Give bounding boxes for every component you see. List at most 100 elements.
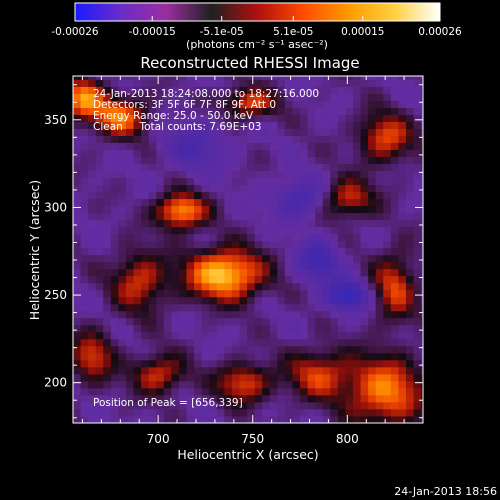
heatmap-cell (383, 317, 392, 326)
heatmap-cell (209, 212, 218, 221)
heatmap-cell (171, 205, 180, 214)
heatmap-cell (163, 310, 172, 319)
heatmap-cell (110, 338, 119, 347)
heatmap-cell (209, 163, 218, 172)
heatmap-cell (277, 324, 286, 333)
heatmap-cell (254, 359, 263, 368)
heatmap-cell (178, 380, 187, 389)
heatmap-cell (262, 303, 271, 312)
heatmap-cell (315, 114, 324, 122)
heatmap-cell (383, 387, 392, 396)
heatmap-cell (247, 170, 256, 179)
heatmap-cell (413, 310, 422, 319)
heatmap-cell (88, 93, 97, 101)
heatmap-cell (148, 338, 157, 347)
heatmap-cell (73, 177, 81, 186)
heatmap-cell (125, 338, 134, 347)
heatmap-cell (421, 121, 423, 129)
heatmap-cell (300, 191, 308, 200)
heatmap-cell (300, 177, 308, 186)
heatmap-cell (284, 268, 293, 277)
heatmap-cell (322, 345, 331, 354)
heatmap-cell (239, 107, 248, 115)
heatmap-cell (171, 212, 180, 221)
heatmap-cell (103, 128, 112, 136)
heatmap-cell (194, 380, 203, 389)
heatmap-cell (216, 331, 225, 340)
heatmap-cell (216, 275, 225, 284)
heatmap-cell (178, 268, 187, 277)
heatmap-cell (95, 289, 104, 298)
heatmap-cell (194, 345, 203, 354)
heatmap-cell (239, 191, 248, 200)
heatmap-cell (284, 373, 293, 382)
heatmap-cell (262, 184, 271, 193)
heatmap-cell (73, 408, 81, 417)
heatmap-cell (368, 212, 377, 221)
heatmap-cell (171, 135, 180, 143)
heatmap-cell (110, 135, 119, 143)
heatmap-cell (300, 324, 308, 333)
heatmap-cell (194, 275, 203, 284)
heatmap-cell (125, 352, 134, 361)
heatmap-cell (315, 324, 324, 333)
heatmap-cell (80, 135, 89, 143)
heatmap-cell (194, 247, 203, 256)
heatmap-cell (337, 142, 346, 151)
heatmap-cell (118, 114, 127, 122)
heatmap-cell (224, 317, 233, 326)
heatmap-cell (390, 275, 399, 284)
heatmap-cell (405, 107, 414, 115)
heatmap-cell (330, 338, 339, 347)
heatmap-cell (231, 268, 240, 277)
heatmap-cell (125, 135, 134, 143)
heatmap-cell (284, 142, 293, 151)
heatmap-cell (141, 170, 150, 179)
heatmap-cell (133, 156, 142, 165)
heatmap-cell (413, 338, 422, 347)
heatmap-cell (118, 268, 127, 277)
heatmap-cell (390, 338, 399, 347)
heatmap-cell (262, 233, 271, 242)
heatmap-cell (88, 79, 97, 87)
heatmap-cell (231, 191, 240, 200)
heatmap-cell (421, 205, 423, 214)
heatmap-cell (337, 331, 346, 340)
heatmap-cell (284, 100, 293, 108)
heatmap-cell (284, 114, 293, 122)
heatmap-cell (269, 79, 278, 87)
heatmap-cell (141, 310, 150, 319)
heatmap-cell (178, 93, 187, 101)
heatmap-cell (88, 86, 97, 94)
heatmap-cell (405, 156, 414, 165)
heatmap-cell (277, 261, 286, 270)
heatmap-cell (421, 149, 423, 158)
heatmap-cell (103, 240, 112, 249)
heatmap-cell (178, 282, 187, 291)
heatmap-cell (284, 240, 293, 249)
heatmap-cell (277, 254, 286, 263)
heatmap-cell (277, 345, 286, 354)
heatmap-cell (103, 219, 112, 228)
heatmap-cell (163, 296, 172, 305)
heatmap-cell (337, 198, 346, 207)
heatmap-cell (201, 205, 210, 214)
heatmap-cell (224, 76, 233, 80)
heatmap-cell (375, 135, 384, 143)
heatmap-cell (292, 128, 301, 136)
heatmap-cell (194, 163, 203, 172)
heatmap-cell (413, 212, 422, 221)
heatmap-cell (73, 191, 81, 200)
heatmap-cell (292, 338, 301, 347)
heatmap-cell (421, 254, 423, 263)
heatmap-cell (254, 76, 263, 80)
heatmap-cell (383, 366, 392, 375)
heatmap-cell (216, 317, 225, 326)
heatmap-cell (300, 184, 308, 193)
heatmap-cell (224, 177, 233, 186)
heatmap-cell (315, 289, 324, 298)
heatmap-cell (300, 100, 308, 108)
heatmap-cell (141, 191, 150, 200)
heatmap-cell (118, 331, 127, 340)
heatmap-cell (95, 149, 104, 158)
